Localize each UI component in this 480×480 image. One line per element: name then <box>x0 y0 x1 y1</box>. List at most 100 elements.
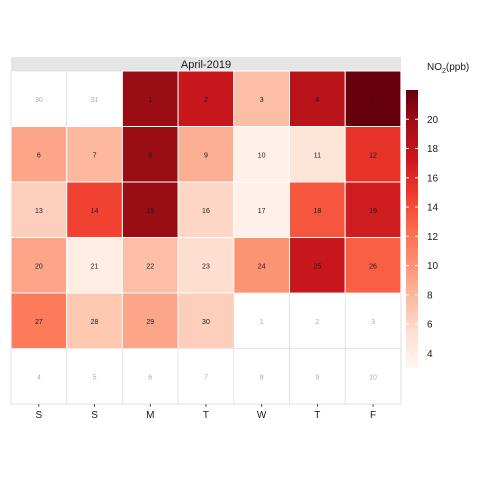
day-cell: 13 <box>10 181 68 238</box>
day-cell-fill <box>233 126 291 183</box>
color-legend: NO2(ppb) 4 6 8 10 12 14 16 18 20 <box>406 62 469 368</box>
day-cell-fill <box>233 237 291 294</box>
day-number-label: 6 <box>37 152 41 159</box>
day-cell: 6 <box>10 126 68 183</box>
day-number-label: 7 <box>204 374 208 381</box>
day-cell: 9 <box>289 348 346 405</box>
day-cell: 11 <box>289 126 346 183</box>
day-number-label: 12 <box>369 152 377 159</box>
day-cell: 3 <box>344 292 402 349</box>
legend-tick-label: 10 <box>427 261 439 272</box>
day-number-label: 1 <box>148 97 152 104</box>
legend-tick-label: 18 <box>427 144 439 155</box>
legend-tick-label: 20 <box>427 115 439 126</box>
day-number-label: 4 <box>37 374 41 381</box>
day-number-label: 18 <box>313 208 321 215</box>
day-cell-fill <box>289 126 346 183</box>
legend-title-main: NO <box>427 62 442 73</box>
day-cell-fill <box>121 292 179 349</box>
day-cell-fill <box>177 70 235 127</box>
day-cell: 3 <box>233 70 291 127</box>
day-cell-fill <box>344 181 402 238</box>
legend-tick-label: 4 <box>427 349 433 360</box>
day-cell-fill <box>233 70 291 127</box>
legend-tick-label: 8 <box>427 290 433 301</box>
legend-color-bar <box>406 90 418 368</box>
day-number-label: 17 <box>258 208 266 215</box>
day-cell: 5 <box>344 70 402 127</box>
day-number-label: 4 <box>315 97 319 104</box>
day-number-label: 19 <box>369 208 377 215</box>
day-cell-fill <box>66 292 123 349</box>
weekday-label: T <box>203 410 209 421</box>
day-number-label: 3 <box>371 319 375 326</box>
day-cell: 16 <box>177 181 235 238</box>
day-cell-fill <box>121 126 179 183</box>
day-cell: 7 <box>177 348 235 405</box>
day-cell: 8 <box>233 348 290 405</box>
day-cell-fill <box>177 126 235 183</box>
day-cell: 4 <box>10 348 68 405</box>
legend-title-subscript: 2 <box>442 68 446 75</box>
weekday-label: M <box>146 410 154 421</box>
weekday-label: F <box>370 410 376 421</box>
day-cell-fill <box>66 348 123 405</box>
day-cell: 26 <box>344 237 402 294</box>
legend-title-unit: (ppb) <box>446 62 469 73</box>
day-number-label: 16 <box>202 208 210 215</box>
day-cell-fill <box>10 348 68 405</box>
day-cell: 2 <box>177 70 235 127</box>
day-cell-fill <box>233 292 290 349</box>
day-cell-fill <box>344 70 402 127</box>
weekday-label: W <box>257 410 267 421</box>
day-cell-fill <box>66 237 123 294</box>
legend-tick-label: 12 <box>427 232 439 243</box>
day-number-label: 22 <box>146 263 154 270</box>
day-cell-fill <box>121 181 179 238</box>
day-cell: 27 <box>10 292 68 349</box>
day-cell: 12 <box>344 126 402 183</box>
day-cell: 15 <box>121 181 179 238</box>
day-number-label: 8 <box>148 152 152 159</box>
day-cell-fill <box>289 70 346 127</box>
day-cell-fill <box>344 348 402 405</box>
day-number-label: 30 <box>202 319 210 326</box>
day-number-label: 31 <box>91 97 99 104</box>
day-cell: 19 <box>344 181 402 238</box>
day-cell: 24 <box>233 237 291 294</box>
day-cell: 21 <box>66 237 123 294</box>
day-number-label: 25 <box>313 263 321 270</box>
day-number-label: 24 <box>258 263 266 270</box>
day-cell-fill <box>344 237 402 294</box>
day-cell: 25 <box>289 237 346 294</box>
weekday-label: S <box>36 410 43 421</box>
day-number-label: 1 <box>260 319 264 326</box>
day-number-label: 27 <box>35 319 43 326</box>
day-cell: 14 <box>66 181 123 238</box>
day-number-label: 13 <box>35 208 43 215</box>
month-strip-header <box>11 57 401 71</box>
day-cell: 1 <box>233 292 290 349</box>
day-number-label: 10 <box>258 152 266 159</box>
day-cell-fill <box>177 181 235 238</box>
day-number-label: 20 <box>35 263 43 270</box>
day-cell-fill <box>121 237 179 294</box>
day-number-label: 21 <box>91 263 99 270</box>
day-number-label: 23 <box>202 263 210 270</box>
day-cell: 30 <box>10 70 68 127</box>
legend-tick-label: 14 <box>427 203 439 214</box>
day-cell-fill <box>289 237 346 294</box>
day-cell: 28 <box>66 292 123 349</box>
legend-ticks: 4 6 8 10 12 14 16 18 20 <box>406 115 439 360</box>
day-cell-fill <box>344 292 402 349</box>
weekday-label: S <box>91 410 98 421</box>
day-cell: 10 <box>344 348 402 405</box>
day-number-label: 8 <box>260 374 264 381</box>
day-number-label: 29 <box>146 319 154 326</box>
day-cell: 7 <box>66 126 123 183</box>
day-number-label: 9 <box>204 152 208 159</box>
day-number-label: 7 <box>93 152 97 159</box>
day-number-label: 30 <box>35 97 43 104</box>
day-number-label: 10 <box>369 374 377 381</box>
